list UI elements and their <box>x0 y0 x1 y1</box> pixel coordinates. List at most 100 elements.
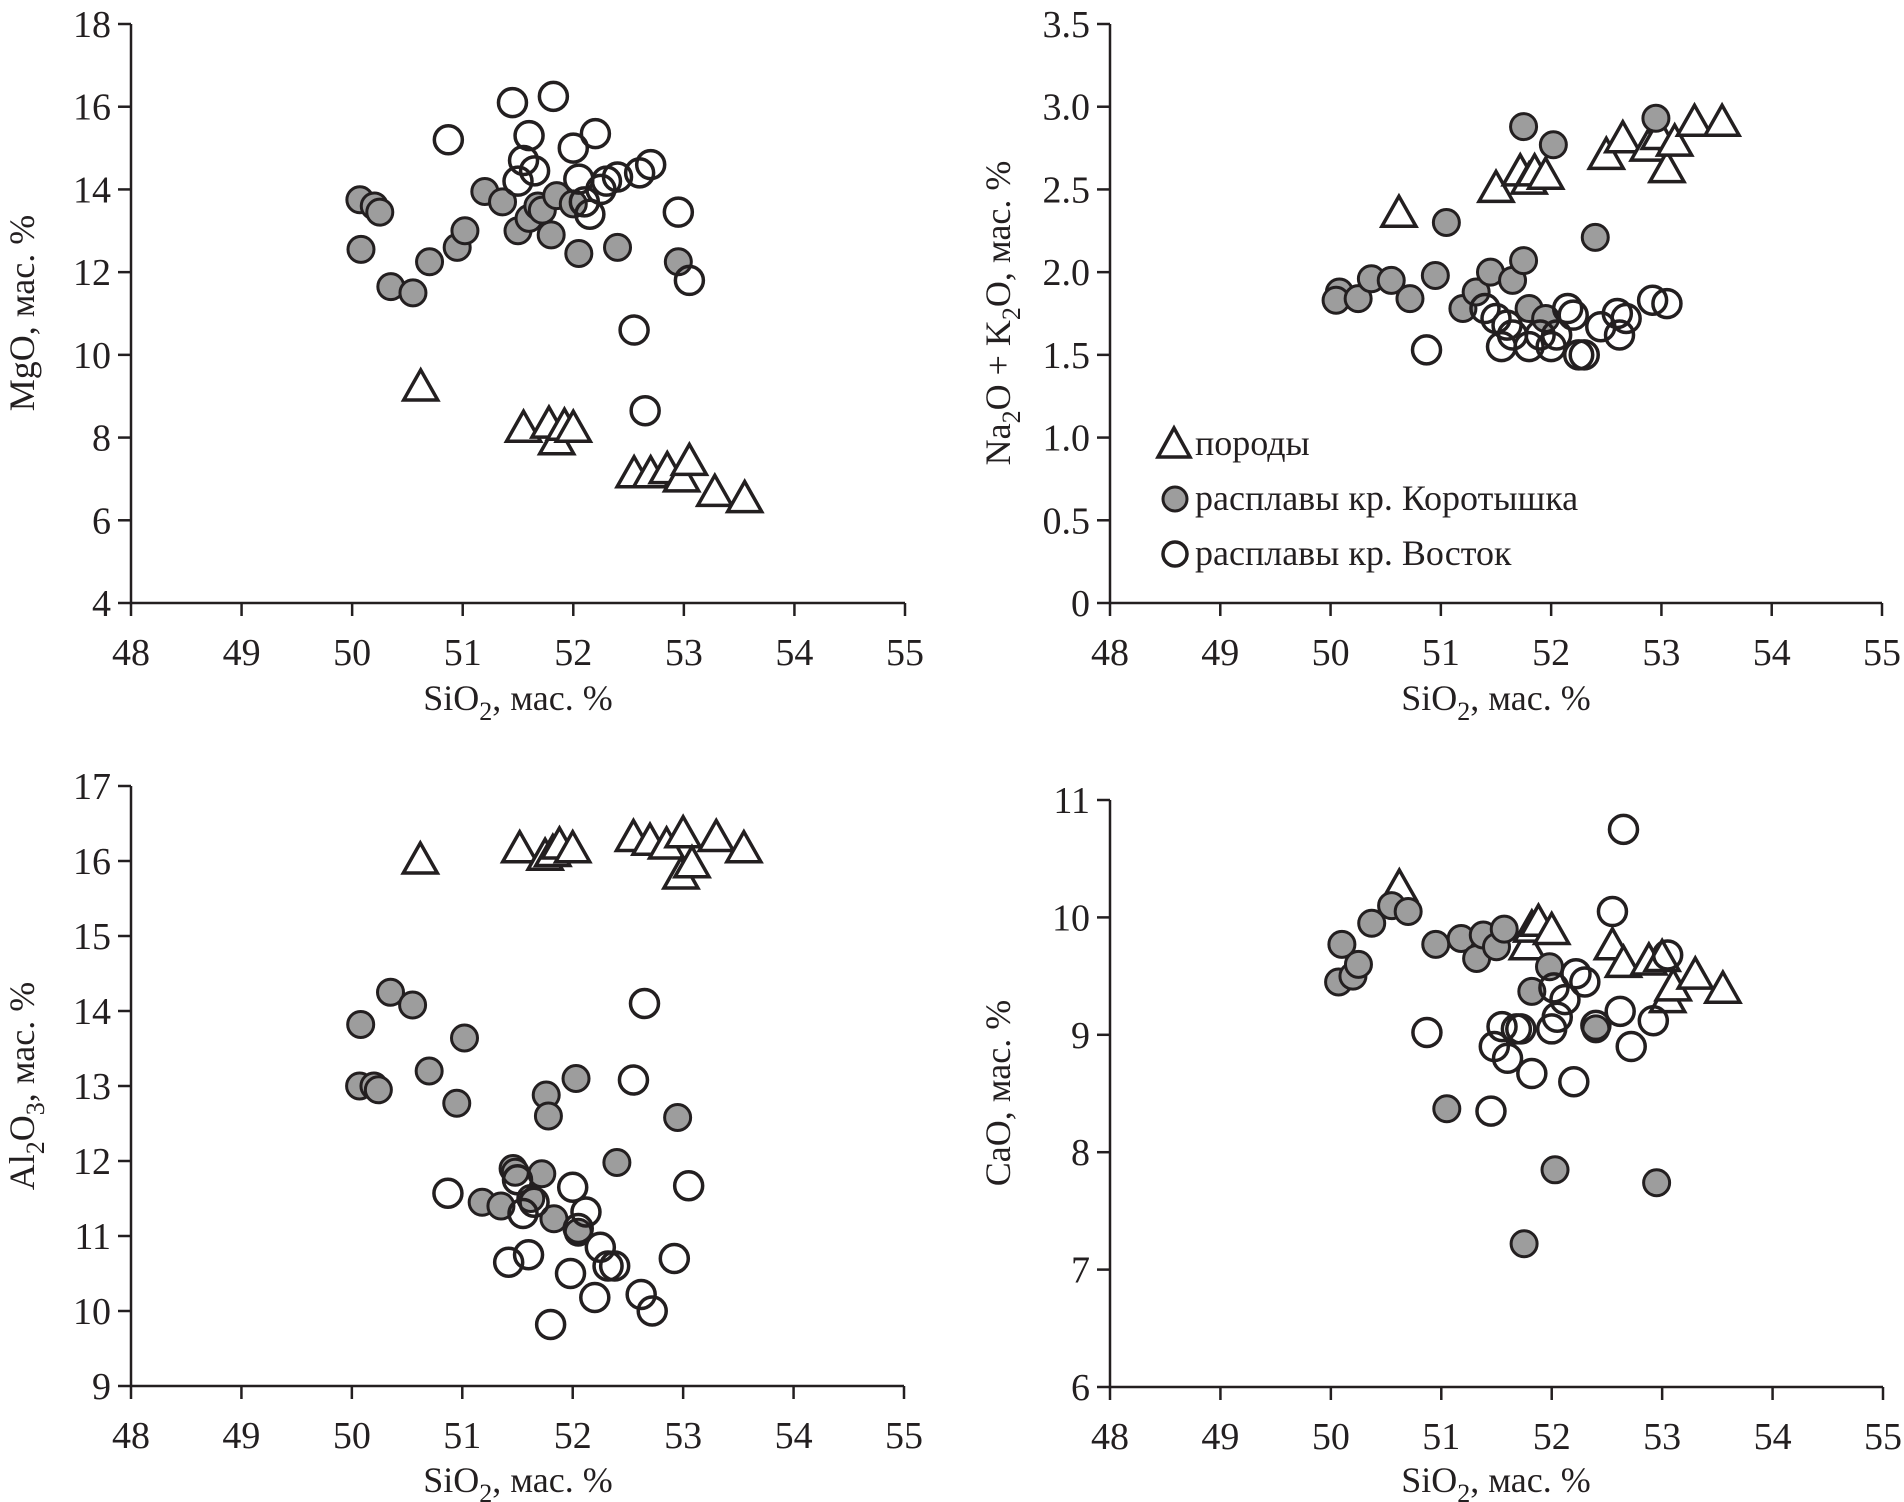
alk-xtick-label: 51 <box>1422 632 1460 674</box>
korotyshka-point <box>1357 908 1387 938</box>
cao-xtick-label: 54 <box>1754 1416 1792 1458</box>
mgo-axes <box>129 24 905 605</box>
cao-ylabel: CaO, мас. % <box>978 1000 1018 1186</box>
rock-point <box>1525 154 1566 190</box>
al2o3-ylabel: Al2O3, мас. % <box>2 982 50 1190</box>
mgo-ytick-label: 4 <box>92 583 111 625</box>
vostok-point <box>662 196 695 228</box>
al2o3-xlabel: SiO2, мас. % <box>423 1460 613 1502</box>
korotyshka-point <box>346 1010 376 1039</box>
vostok-point <box>592 1250 624 1282</box>
alk-ytick-label: 1.0 <box>1043 418 1091 460</box>
mgo-xtick-label: 49 <box>223 632 261 674</box>
korotyshka-point <box>536 220 566 250</box>
korotyshka-point <box>1376 265 1406 295</box>
rock-point <box>1646 148 1687 184</box>
cao-xtick-label: 48 <box>1091 1416 1129 1458</box>
alk-ytick-label: 0.5 <box>1043 500 1091 542</box>
alk-xlabel: SiO2, мас. % <box>1401 678 1591 726</box>
korotyshka-point <box>449 1023 479 1053</box>
korotyshka-point <box>346 234 376 264</box>
rock-point <box>696 816 737 853</box>
cao-ytick-label: 10 <box>1052 897 1090 939</box>
al2o3-ytick-label: 12 <box>73 1141 111 1183</box>
alk-ytick-label: 0 <box>1071 583 1090 625</box>
alk-ylabel: Na2O + K2O, мас. % <box>978 161 1026 466</box>
rock-point <box>1378 192 1419 228</box>
korotyshka-point <box>1538 130 1568 160</box>
vostok-point <box>518 1186 550 1218</box>
mgo-ytick-label: 14 <box>73 169 111 211</box>
mgo-xtick-label: 52 <box>554 632 592 674</box>
cao-ytick-label: 11 <box>1053 780 1090 822</box>
legend-label-rocks: породы <box>1195 423 1310 463</box>
cao-xlabel: SiO2, мас. % <box>1401 1460 1591 1502</box>
vostok-point <box>1524 319 1556 351</box>
panel-mgo: 48 49 50 51 52 53 54 55 4 6 8 10 12 14 16 18 <box>73 4 924 674</box>
alk-ytick-label: 3.0 <box>1043 87 1091 129</box>
vostok-point <box>618 314 650 346</box>
mgo-xlabel: SiO2, мас. % <box>423 678 613 726</box>
vostok-point <box>501 1164 534 1196</box>
vostok-point <box>556 1171 589 1203</box>
al2o3-xtick-label: 55 <box>885 1415 923 1457</box>
cao-ytick-label: 9 <box>1071 1015 1090 1057</box>
vostok-point <box>598 1250 631 1282</box>
vostok-point <box>625 1278 657 1311</box>
vostok-point <box>562 1212 594 1245</box>
mgo-ytick-label: 6 <box>92 500 111 542</box>
vostok-point <box>601 161 634 193</box>
vostok-point <box>1637 1004 1670 1037</box>
vostok-point <box>1568 339 1600 371</box>
al2o3-ytick-label: 16 <box>73 841 111 883</box>
korotyshka-point <box>1343 949 1373 979</box>
cao-ytick-label: 7 <box>1071 1250 1090 1292</box>
korotyshka-point <box>488 187 518 217</box>
korotyshka-point <box>398 990 428 1020</box>
rock-point <box>1702 101 1743 138</box>
rock-point <box>663 813 704 849</box>
rock-point <box>553 407 594 444</box>
korotyshka-point <box>1517 976 1547 1006</box>
alk-ytick-label: 3.5 <box>1043 4 1091 46</box>
cao-xtick-label: 53 <box>1643 1416 1681 1458</box>
vostok-point <box>1516 1057 1548 1090</box>
legend: породы расплавы кр. Коротышка расплавы к… <box>1155 423 1578 573</box>
alk-xtick-label: 48 <box>1091 632 1129 674</box>
al2o3-xtick-label: 49 <box>222 1415 260 1457</box>
vostok-point <box>1603 319 1636 351</box>
korotyshka-point <box>1461 277 1491 307</box>
mgo-ytick-label: 8 <box>92 418 111 460</box>
korotyshka-point <box>365 197 395 227</box>
korotyshka-point <box>1421 929 1451 959</box>
rock-point <box>724 478 765 514</box>
mgo-xtick-label: 48 <box>112 632 150 674</box>
al2o3-axes <box>129 786 904 1388</box>
vostok-point <box>1596 895 1629 928</box>
vostok-point <box>1513 330 1545 363</box>
al2o3-ytick-label: 17 <box>73 766 111 808</box>
rock-point <box>1675 954 1716 990</box>
cao-xtick-label: 51 <box>1422 1416 1460 1458</box>
cao-ytick-label: 6 <box>1071 1367 1090 1409</box>
vostok-point <box>1410 334 1443 366</box>
vostok-point <box>502 165 534 197</box>
vostok-point <box>673 264 706 297</box>
korotyshka-point <box>1509 1229 1539 1259</box>
korotyshka-point <box>1395 284 1425 314</box>
mgo-ytick-label: 16 <box>73 87 111 129</box>
alk-xtick-label: 50 <box>1312 632 1350 674</box>
rock-point <box>499 828 540 864</box>
vostok-point <box>1580 1009 1612 1042</box>
rock-point <box>1654 121 1695 157</box>
vostok-point <box>492 1246 525 1278</box>
korotyshka-point <box>442 1088 472 1118</box>
cao-ytick-label: 8 <box>1071 1132 1090 1174</box>
vostok-point <box>1549 983 1581 1016</box>
rock-point <box>1531 909 1572 946</box>
korotyshka-point <box>561 1064 591 1093</box>
korotyshka-point <box>663 1103 693 1132</box>
al2o3-ytick-label: 15 <box>73 916 111 958</box>
triangle-marker-icon <box>1155 424 1193 459</box>
al2o3-xtick-label: 53 <box>664 1415 702 1457</box>
